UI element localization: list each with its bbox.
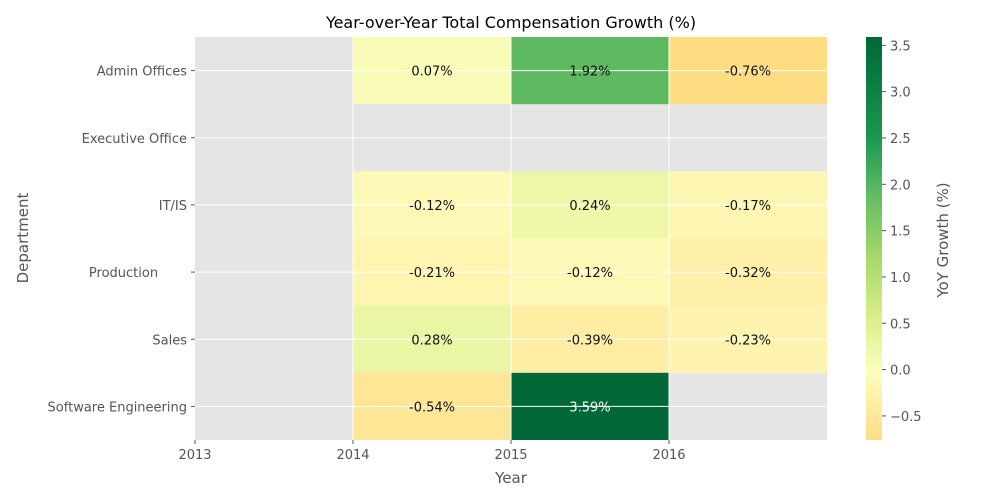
colorbar-tick-label: 0.5 bbox=[890, 317, 911, 332]
cell-value-label: 0.07% bbox=[411, 65, 452, 80]
cell-value-label: 0.28% bbox=[411, 333, 452, 348]
cell-value-label: -0.17% bbox=[725, 199, 771, 214]
y-axis-label: Department bbox=[14, 193, 32, 284]
cell-value-label: -0.12% bbox=[409, 199, 455, 214]
grid-lines bbox=[195, 37, 827, 440]
colorbar-tick-label: 2.0 bbox=[890, 178, 911, 193]
colorbar bbox=[866, 37, 882, 440]
cell-value-label: -0.21% bbox=[409, 266, 455, 281]
cell-value-label: 0.24% bbox=[569, 199, 610, 214]
chart-title: Year-over-Year Total Compensation Growth… bbox=[325, 13, 696, 32]
colorbar-tick-label: 0.0 bbox=[890, 364, 911, 379]
cell-labels: 0.07% 1.92% -0.76% -0.12% 0.24% -0.17% -0.21% -… bbox=[409, 65, 771, 416]
cell-value-label: -0.12% bbox=[567, 266, 613, 281]
colorbar-tick-label: 3.5 bbox=[890, 39, 911, 54]
cell-value-label: -0.32% bbox=[725, 266, 771, 281]
y-tick-label: Production bbox=[89, 266, 187, 281]
cell-value-label: -0.76% bbox=[725, 65, 771, 80]
y-tick-label: Admin Offices bbox=[97, 65, 188, 80]
colorbar-tick-label: 2.5 bbox=[890, 132, 911, 147]
colorbar-label: YoY Growth (%) bbox=[934, 182, 952, 298]
y-tick-label: Software Engineering bbox=[48, 400, 187, 415]
x-tick-label: 2013 bbox=[178, 448, 211, 463]
colorbar-tick-label: −0.5 bbox=[890, 410, 922, 425]
x-tick-label: 2014 bbox=[336, 448, 369, 463]
cell-value-label: -0.23% bbox=[725, 333, 771, 348]
colorbar-tick-label: 3.0 bbox=[890, 86, 911, 101]
x-axis-ticks: 2013 2014 2015 2016 bbox=[178, 440, 686, 463]
y-tick-label: Executive Office bbox=[82, 132, 187, 147]
colorbar-tick-label: 1.0 bbox=[890, 271, 911, 286]
cell-value-label: 3.59% bbox=[569, 400, 610, 415]
x-tick-label: 2016 bbox=[652, 448, 685, 463]
x-axis-label: Year bbox=[494, 469, 528, 487]
x-tick-label: 2015 bbox=[494, 448, 527, 463]
cell-value-label: -0.54% bbox=[409, 400, 455, 415]
y-tick-label: IT/IS bbox=[159, 199, 187, 214]
y-tick-label: Sales bbox=[152, 333, 187, 348]
colorbar-tick-label: 1.5 bbox=[890, 225, 911, 240]
colorbar-ticks: −0.5 0.0 0.5 1.0 1.5 2.0 2.5 3.0 3.5 bbox=[882, 39, 922, 425]
cell-value-label: -0.39% bbox=[567, 333, 613, 348]
y-axis-ticks: Admin Offices Executive Office IT/IS Produc… bbox=[48, 65, 195, 415]
cell-value-label: 1.92% bbox=[569, 65, 610, 80]
